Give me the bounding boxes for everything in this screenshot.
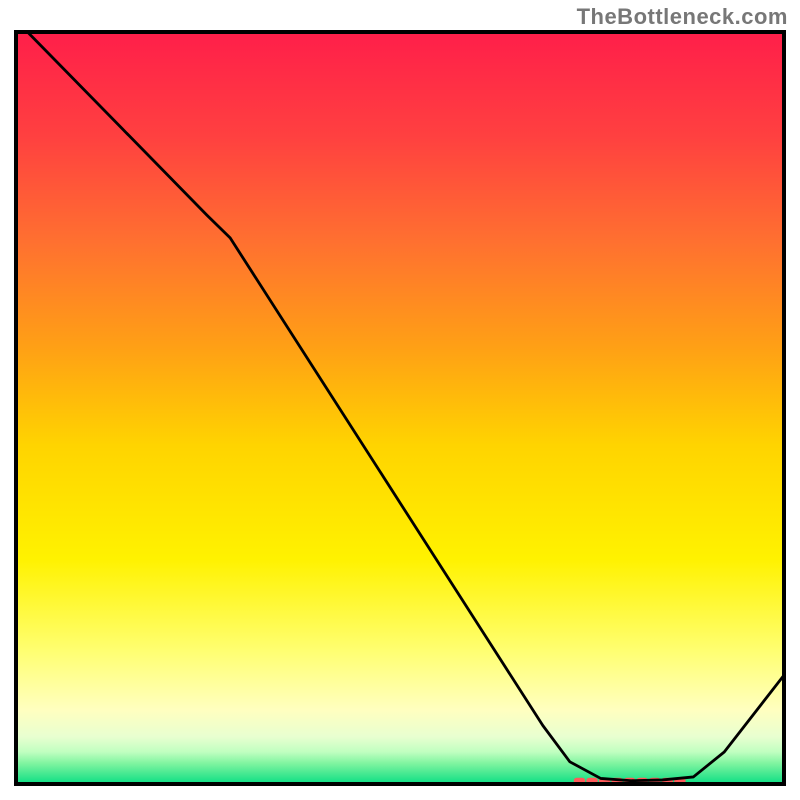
marker-segment: [574, 778, 586, 784]
chart-line-svg: [14, 30, 786, 786]
attribution-text: TheBottleneck.com: [577, 4, 788, 30]
chart-line: [26, 30, 786, 781]
marker-segment: [586, 778, 598, 784]
plot-area: [14, 30, 786, 786]
chart-container: TheBottleneck.com: [0, 0, 800, 800]
